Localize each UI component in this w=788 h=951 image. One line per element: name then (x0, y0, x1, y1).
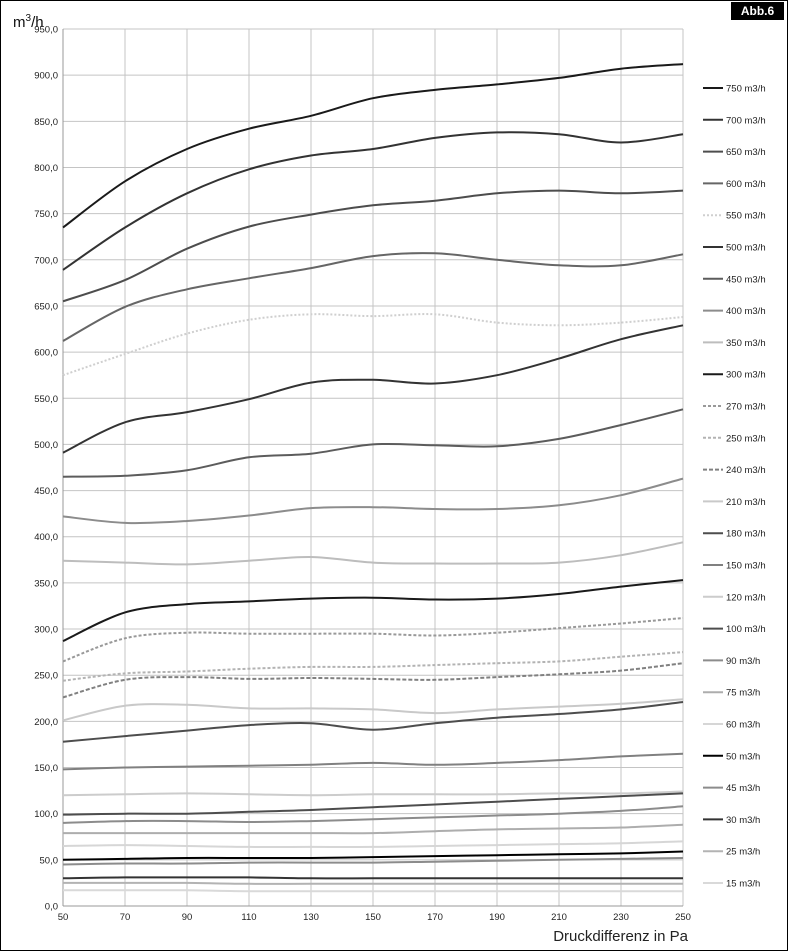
y-tick-label: 800,0 (34, 163, 58, 174)
series-line-11 (62, 651, 684, 682)
y-unit-rest: /h (31, 14, 44, 31)
legend-label: 15 m3/h (726, 879, 760, 890)
y-tick-label: 250,0 (34, 671, 58, 682)
x-tick-label: 210 (551, 912, 567, 923)
legend-label: 250 m3/h (726, 433, 766, 444)
legend-label: 45 m3/h (726, 783, 760, 794)
series-line-9 (62, 579, 684, 643)
legend-label: 30 m3/h (726, 815, 760, 826)
series-line-12 (62, 662, 684, 699)
legend-label: 60 m3/h (726, 720, 760, 731)
y-tick-label: 950,0 (34, 25, 58, 36)
series-line-5 (62, 324, 684, 454)
series-line-15 (62, 752, 684, 771)
y-tick-label: 200,0 (34, 717, 58, 728)
legend-label: 50 m3/h (726, 751, 760, 762)
y-tick-label: 400,0 (34, 532, 58, 543)
legend-label: 400 m3/h (726, 306, 766, 317)
x-tick-label: 110 (241, 912, 256, 923)
y-tick-label: 900,0 (34, 71, 58, 82)
series-line-20 (62, 840, 684, 848)
series-line-24 (63, 881, 683, 885)
series-line-14 (62, 701, 684, 743)
legend-label: 600 m3/h (726, 179, 766, 190)
legend-label: 75 m3/h (726, 688, 760, 699)
y-tick-label: 300,0 (34, 625, 58, 636)
x-tick-label: 70 (120, 912, 131, 923)
x-tick-label: 130 (303, 912, 319, 923)
y-unit-base: m (13, 14, 26, 31)
series-line-21 (62, 850, 684, 861)
y-tick-label: 100,0 (34, 809, 58, 820)
y-tick-label: 600,0 (34, 348, 58, 359)
series-line-8 (62, 541, 684, 566)
series-line-3 (62, 252, 684, 342)
y-tick-label: 150,0 (34, 763, 58, 774)
series-line-16 (62, 790, 684, 797)
legend-label: 300 m3/h (726, 370, 766, 381)
x-tick-label: 170 (427, 912, 443, 923)
x-axis-title: Druckdifferenz in Pa (553, 928, 688, 945)
y-tick-label: 350,0 (34, 578, 58, 589)
legend-label: 650 m3/h (726, 147, 766, 158)
series-line-10 (62, 617, 684, 663)
legend-label: 700 m3/h (726, 115, 766, 126)
x-tick-label: 230 (613, 912, 629, 923)
series-line-25 (63, 889, 683, 893)
series-line-22 (62, 857, 684, 866)
y-tick-label: 550,0 (34, 394, 58, 405)
legend-label: 350 m3/h (726, 338, 766, 349)
series-line-18 (62, 805, 684, 824)
series-line-23 (62, 876, 683, 880)
x-tick-label: 150 (365, 912, 381, 923)
y-tick-label: 0,0 (45, 902, 58, 913)
legend-label: 100 m3/h (726, 624, 766, 635)
x-tick-label: 90 (182, 912, 193, 923)
y-tick-label: 750,0 (34, 209, 58, 220)
y-tick-label: 500,0 (34, 440, 58, 451)
legend-label: 450 m3/h (726, 274, 766, 285)
legend-label: 210 m3/h (726, 497, 766, 508)
legend-label: 750 m3/h (726, 84, 766, 95)
legend-label: 240 m3/h (726, 465, 766, 476)
legend-label: 150 m3/h (726, 561, 766, 572)
series-line-6 (62, 408, 684, 478)
legend-label: 180 m3/h (726, 529, 766, 540)
y-unit-label: m3/h (13, 13, 44, 31)
series-line-19 (63, 823, 684, 835)
x-tick-label: 250 (675, 912, 691, 923)
series-line-4 (62, 313, 684, 377)
x-tick-label: 50 (58, 912, 69, 923)
series-line-7 (62, 477, 684, 525)
series-line-2 (62, 189, 684, 303)
figure-tag: Abb.6 (731, 2, 784, 20)
legend-label: 25 m3/h (726, 847, 760, 858)
x-tick-label: 190 (489, 912, 505, 923)
series-line-0 (62, 63, 684, 229)
series-line-17 (62, 792, 684, 816)
legend-label: 500 m3/h (726, 243, 766, 254)
legend-label: 120 m3/h (726, 592, 766, 603)
legend-label: 550 m3/h (726, 211, 766, 222)
series-line-13 (62, 698, 684, 722)
y-tick-label: 700,0 (34, 255, 58, 266)
series-line-1 (62, 131, 684, 271)
y-tick-label: 850,0 (34, 117, 58, 128)
y-tick-label: 450,0 (34, 486, 58, 497)
y-tick-label: 50,0 (40, 855, 59, 866)
y-tick-label: 650,0 (34, 301, 58, 312)
legend-label: 270 m3/h (726, 402, 766, 413)
legend-label: 90 m3/h (726, 656, 760, 667)
y-unit-exponent: 3 (25, 13, 32, 24)
